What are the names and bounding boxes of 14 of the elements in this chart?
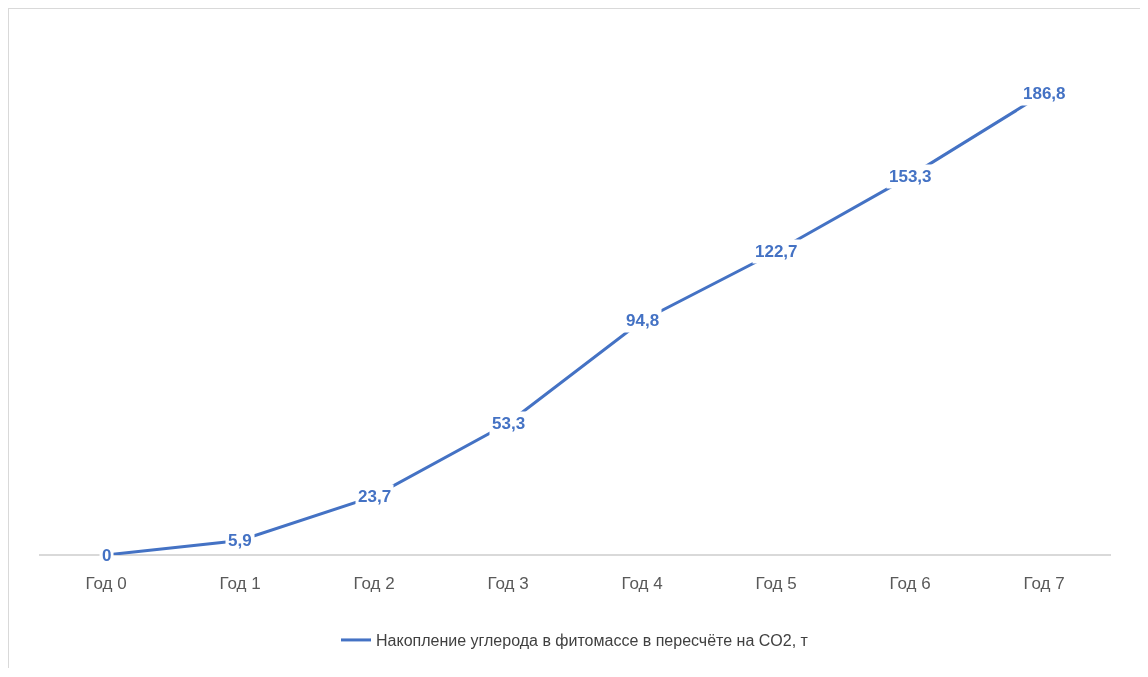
x-tick-label: Год 5 xyxy=(755,574,797,593)
data-label: 5,9 xyxy=(228,531,252,550)
data-label: 122,7 xyxy=(755,242,798,261)
x-tick-label: Год 4 xyxy=(621,574,663,593)
x-tick-label: Год 0 xyxy=(85,574,127,593)
data-label: 186,8 xyxy=(1023,84,1066,103)
x-tick-label: Год 7 xyxy=(1023,574,1065,593)
x-tick-label: Год 6 xyxy=(889,574,931,593)
data-label: 0 xyxy=(102,546,112,565)
data-label: 153,3 xyxy=(889,167,932,186)
x-tick-label: Год 2 xyxy=(353,574,395,593)
x-tick-label: Год 3 xyxy=(487,574,529,593)
legend-label: Накопление углерода в фитомассе в пересчёте на CO2, т xyxy=(376,632,809,650)
x-tick-label: Год 1 xyxy=(219,574,261,593)
